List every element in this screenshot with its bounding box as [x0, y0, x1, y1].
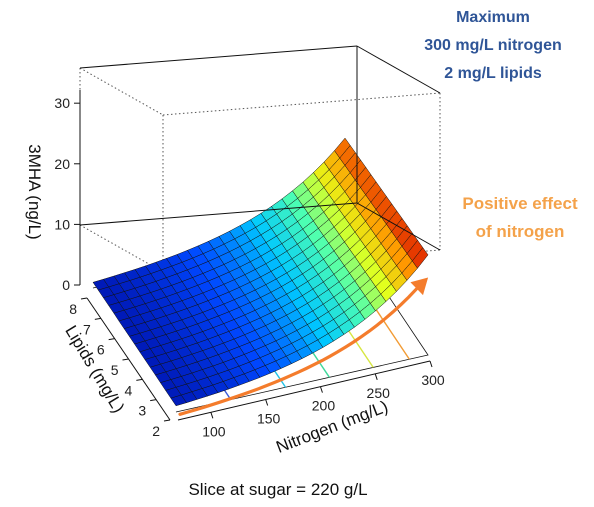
- box-edge: [79, 45, 358, 69]
- lipids-tick: [163, 419, 171, 422]
- lipids-tick: [108, 338, 115, 341]
- nitrogen-tick-label: 150: [257, 410, 281, 426]
- nitrogen-tick: [429, 360, 433, 368]
- box-edge: [162, 92, 441, 116]
- positive-effect-arrow: [178, 277, 429, 416]
- lipids-tick: [122, 358, 129, 361]
- lipids-tick: [94, 317, 101, 320]
- nitrogen-tick: [210, 412, 214, 419]
- nitrogen-tick-label: 250: [367, 385, 391, 401]
- maximum-annotation-line1: Maximum: [456, 9, 530, 26]
- arrow-shaft: [178, 287, 419, 416]
- box-edge: [356, 45, 441, 94]
- arrow-head: [410, 277, 429, 296]
- nitrogen-tick-label: 300: [421, 372, 445, 388]
- surface-mesh: [92, 137, 429, 407]
- lipids-tick: [136, 378, 143, 381]
- nitrogen-axis-line: [177, 360, 431, 421]
- lipids-tick: [150, 399, 157, 402]
- surface-facet: [334, 137, 351, 159]
- effect-annotation-line1: Positive effect: [462, 194, 578, 213]
- lipids-tick-label: 6: [97, 342, 105, 358]
- chart-caption: Slice at sugar = 220 g/L: [188, 480, 367, 499]
- nitrogen-tick: [265, 399, 269, 406]
- plot-box-front: [79, 45, 441, 251]
- box-edge: [356, 202, 441, 251]
- lipids-tick-label: 7: [83, 321, 91, 337]
- nitrogen-tick-label: 200: [312, 398, 336, 414]
- z-axis-title: 3MHA (ng/L): [25, 144, 44, 239]
- maximum-annotation-line3: 2 mg/L lipids: [444, 65, 542, 82]
- box-edge: [79, 67, 164, 116]
- lipids-tick-label: 5: [111, 362, 119, 378]
- z-tick-label: 20: [54, 156, 70, 172]
- z-tick-label: 10: [54, 216, 70, 232]
- lipids-tick-label: 3: [138, 403, 146, 419]
- effect-annotation-line2: of nitrogen: [476, 222, 565, 241]
- lipids-tick: [80, 297, 88, 300]
- z-tick-label: 0: [62, 277, 70, 293]
- nitrogen-tick: [374, 373, 378, 380]
- lipids-tick-label: 8: [69, 301, 77, 317]
- lipids-tick-label: 4: [125, 382, 133, 398]
- box-edge: [79, 202, 358, 226]
- maximum-annotation-line2: 300 mg/L nitrogen: [424, 37, 562, 54]
- nitrogen-tick: [319, 386, 323, 393]
- nitrogen-tick-label: 100: [202, 423, 226, 439]
- lipids-tick-label: 2: [152, 423, 160, 439]
- z-tick-label: 30: [54, 95, 70, 111]
